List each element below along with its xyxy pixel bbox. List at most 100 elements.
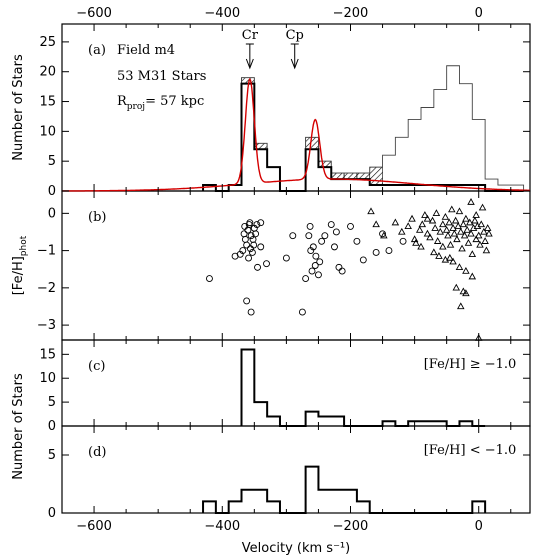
y-tick-label: −2 bbox=[37, 281, 56, 296]
scatter-point-triangle bbox=[452, 283, 461, 291]
scatter-point-triangle bbox=[472, 235, 480, 243]
scatter-point-circle bbox=[263, 260, 270, 268]
y-tick-label: −1 bbox=[37, 244, 56, 259]
scatter-point-triangle bbox=[459, 287, 468, 295]
scatter-point-triangle bbox=[474, 231, 483, 239]
scatter-point-circle bbox=[359, 256, 367, 264]
marker-arrow-head bbox=[245, 58, 254, 70]
y-tick-label: 5 bbox=[48, 448, 56, 463]
scatter-point-triangle bbox=[428, 216, 437, 224]
scatter-point-triangle bbox=[468, 272, 477, 280]
x-tick-label-bottom: −600 bbox=[76, 519, 112, 534]
scatter-point-triangle bbox=[462, 289, 470, 297]
scatter-point-triangle bbox=[485, 229, 493, 237]
scatter-point-triangle bbox=[463, 225, 471, 233]
scatter-point-triangle bbox=[450, 229, 459, 237]
radius-symbol: R bbox=[117, 94, 128, 109]
scatter-point-circle bbox=[372, 249, 380, 256]
scatter-point-triangle bbox=[456, 302, 465, 310]
scatter-point-circle bbox=[338, 267, 346, 275]
scatter-point-circle bbox=[306, 222, 314, 230]
scatter-point-circle bbox=[253, 221, 261, 228]
scatter-point-triangle bbox=[482, 246, 491, 254]
scatter-point-triangle bbox=[418, 220, 427, 228]
histogram-panel-d bbox=[202, 465, 487, 514]
scatter-point-triangle bbox=[408, 214, 416, 222]
x-tick-label-bottom: 0 bbox=[475, 519, 483, 534]
panel-d-frame bbox=[61, 425, 531, 514]
scatter-point-triangle bbox=[455, 263, 464, 271]
panel-cd-y-label: Number of Stars bbox=[11, 373, 26, 480]
y-tick-label: 5 bbox=[48, 395, 56, 410]
marker-arrow-head bbox=[290, 58, 299, 70]
scatter-point-triangle bbox=[442, 225, 451, 233]
scatter-point-triangle bbox=[455, 207, 464, 215]
scatter-point-circle bbox=[335, 263, 343, 271]
panel-a-y-label: Number of Stars bbox=[11, 54, 26, 161]
panel-d-annotation: [Fe/H] < −1.0 bbox=[424, 443, 517, 458]
scatter-point-triangle bbox=[439, 242, 447, 250]
scatter-point-circle bbox=[250, 241, 258, 249]
scatter-point-circle bbox=[309, 243, 317, 251]
scatter-point-circle bbox=[206, 275, 213, 282]
scatter-point-circle bbox=[240, 230, 248, 238]
scatter-point-circle bbox=[298, 308, 306, 316]
scatter-point-triangle bbox=[431, 224, 439, 231]
tick-layer bbox=[61, 24, 530, 514]
scatter-point-circle bbox=[399, 237, 407, 245]
scatter-point-triangle bbox=[426, 233, 434, 241]
x-tick-label-top: 0 bbox=[475, 6, 483, 21]
scatter-point-triangle bbox=[478, 203, 487, 211]
radius-annotation: Rproj= 57 kpc bbox=[117, 94, 204, 112]
scatter-point-triangle bbox=[462, 266, 470, 274]
scatter-point-triangle bbox=[433, 237, 442, 244]
scatter-point-circle bbox=[243, 297, 251, 305]
panel-c-annotation: [Fe/H] ≥ −1.0 bbox=[424, 357, 517, 372]
y-tick-label: 15 bbox=[39, 347, 56, 362]
scatter-point-triangle bbox=[367, 207, 375, 215]
scatter-point-circle bbox=[289, 232, 297, 240]
panel-d-label: (d) bbox=[88, 445, 106, 460]
scatter-point-circle bbox=[245, 254, 253, 262]
y-tick-label: 15 bbox=[39, 95, 56, 110]
scatter-point-circle bbox=[314, 271, 322, 279]
scatter-point-circle bbox=[318, 237, 326, 245]
scatter-point-circle bbox=[282, 254, 290, 262]
scatter-point-triangle bbox=[445, 218, 453, 226]
scatter-point-triangle bbox=[453, 235, 461, 243]
scatter-point-triangle bbox=[471, 216, 479, 224]
scatter-point-circle bbox=[231, 252, 239, 260]
scatter-point-circle bbox=[246, 219, 254, 227]
scatter-point-triangle bbox=[435, 252, 443, 259]
y-tick-label: 0 bbox=[48, 506, 56, 521]
panel-b-label: (b) bbox=[88, 210, 106, 225]
scatter-point-triangle bbox=[458, 244, 466, 252]
scatter-point-triangle bbox=[421, 211, 429, 218]
scatter-point-triangle bbox=[391, 218, 400, 226]
marker-cr-label: Cr bbox=[242, 28, 259, 43]
scatter-point-circle bbox=[353, 237, 361, 245]
scatter-point-triangle bbox=[480, 227, 488, 235]
histogram-all-stars bbox=[202, 65, 525, 192]
scatter-point-triangle bbox=[481, 237, 489, 244]
scatter-point-triangle bbox=[477, 220, 486, 228]
scatter-point-triangle bbox=[462, 214, 470, 222]
scatter-point-triangle bbox=[444, 231, 452, 239]
model-curve bbox=[62, 77, 530, 192]
scatter-point-triangle bbox=[446, 240, 455, 248]
scatter-point-triangle bbox=[436, 227, 445, 235]
scatter-point-circle bbox=[347, 222, 354, 230]
scatter-point-circle bbox=[312, 252, 320, 260]
scatter-point-circle bbox=[249, 235, 257, 243]
scatter-point-circle bbox=[247, 245, 254, 253]
scatter-point-circle bbox=[257, 219, 265, 227]
scatter-point-triangle bbox=[464, 239, 473, 246]
scatter-point-triangle bbox=[432, 209, 441, 216]
scatter-point-triangle bbox=[415, 225, 424, 233]
scatter-point-triangle bbox=[467, 229, 475, 237]
scatter-point-triangle bbox=[451, 216, 460, 224]
y-tick-label: −3 bbox=[37, 318, 56, 333]
scatter-point-circle bbox=[308, 267, 316, 275]
scatter-point-circle bbox=[257, 243, 265, 251]
